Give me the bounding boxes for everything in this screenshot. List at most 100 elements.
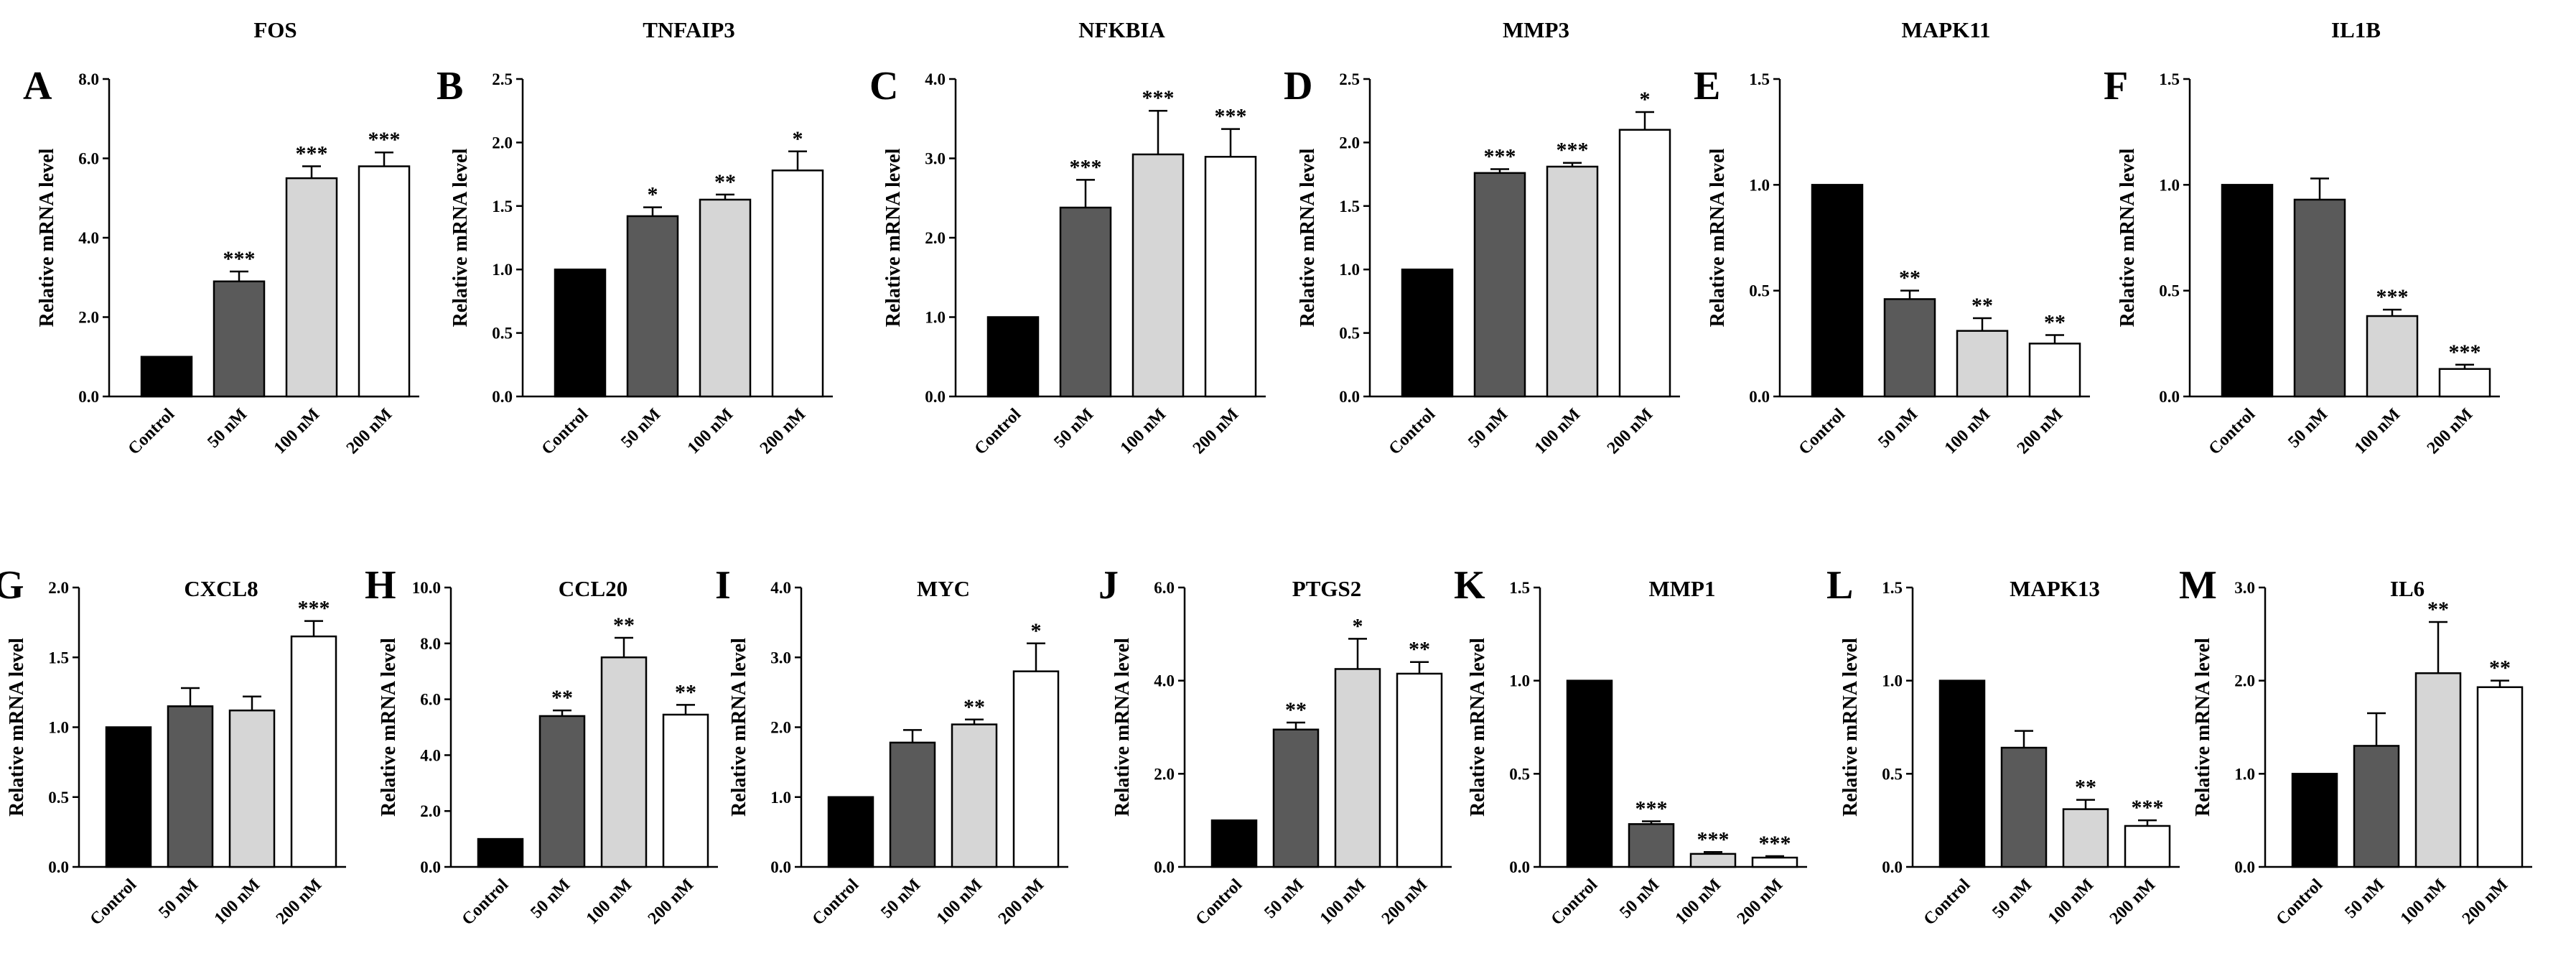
x-tick-label: 200 nM [1190, 405, 1243, 458]
panel-a-fos: A FOS 0.0 2.0 4.0 6.0 8.0 Relative mRNA level Co… [23, 17, 419, 459]
y-tick-label: 1.5 [492, 198, 513, 215]
y-tick-label: 0.5 [2159, 282, 2180, 300]
y-tick-label: 0.0 [48, 858, 69, 876]
panel-l-mapk13: L MAPK13 0.0 0.5 1.0 1.5 Relative mRNA level Co… [1826, 563, 2180, 929]
x-tick-label: Control [1548, 876, 1602, 929]
x-tick-label: 200 nM [343, 405, 396, 458]
y-tick-label: 4.0 [1154, 672, 1175, 690]
significance-marker: ** [714, 170, 736, 194]
panel-title: NFKBIA [1078, 17, 1165, 42]
x-tick-label: 50 nM [617, 405, 664, 452]
bar-50-nm [1059, 206, 1112, 398]
significance-marker: *** [296, 142, 328, 166]
x-tick-label: Control [459, 876, 513, 929]
x-tick-label: 100 nM [1672, 876, 1725, 929]
y-tick-label: 2.5 [492, 70, 513, 88]
panel-title: CCL20 [559, 576, 627, 601]
significance-marker: *** [223, 247, 256, 271]
panel-letter: A [23, 64, 52, 108]
significance-marker: * [793, 127, 803, 151]
panel-j-ptgs2: J PTGS2 0.0 2.0 4.0 6.0 Relative mRNA level Con… [1098, 563, 1452, 929]
panel-d-mmp3: D MMP3 0.0 0.5 1.0 1.5 2.0 2.5 Relative mRNA lev… [1284, 17, 1680, 459]
significance-marker: *** [2132, 796, 2164, 820]
significance-marker: ** [2075, 776, 2096, 799]
panel-h-ccl20: H CCL20 0.0 2.0 4.0 6.0 8.0 10.0 Relative mRNA l… [365, 563, 718, 929]
bar-200-nm [290, 635, 337, 868]
bar-200-nm [771, 170, 824, 398]
panel-title: MMP3 [1503, 17, 1569, 42]
y-axis-label: Relative mRNA level [1111, 638, 1134, 817]
y-tick-label: 10.0 [412, 579, 441, 597]
panel-title: MAPK13 [2010, 576, 2100, 601]
panel-e-mapk11: E MAPK11 0.0 0.5 1.0 1.5 Relative mRNA level Co… [1694, 17, 2090, 459]
x-tick-label: 200 nM [2014, 405, 2067, 458]
significance-marker: ** [2044, 311, 2066, 335]
x-tick-label: 200 nM [1378, 876, 1432, 929]
y-tick-label: 0.0 [1339, 388, 1360, 406]
y-tick-label: 1.5 [1749, 70, 1770, 88]
bar-control [2291, 773, 2338, 868]
x-tick-label: 100 nM [2045, 876, 2098, 929]
panel-letter: M [2179, 563, 2217, 608]
x-tick-label: 50 nM [1989, 876, 2035, 922]
x-tick-label: 100 nM [1531, 405, 1585, 458]
x-tick-label: Control [87, 876, 141, 929]
x-tick-label: Control [1796, 405, 1849, 459]
y-tick-label: 1.0 [492, 261, 513, 279]
significance-marker: *** [1759, 832, 1791, 855]
significance-marker: *** [1697, 827, 1730, 851]
x-tick-label: 50 nM [2285, 405, 2331, 452]
x-tick-label: 50 nM [1261, 876, 1307, 922]
x-tick-label: 100 nM [271, 405, 324, 458]
y-tick-label: 8.0 [420, 635, 441, 653]
x-tick-label: 50 nM [1050, 405, 1097, 452]
bar-control [827, 796, 874, 868]
panel-title: IL6 [2390, 576, 2425, 601]
panel-title: MAPK11 [1902, 17, 1991, 42]
significance-marker: *** [368, 128, 401, 152]
y-tick-label: 4.0 [770, 579, 791, 597]
y-tick-label: 2.0 [48, 579, 69, 597]
x-tick-label: Control [1921, 876, 1974, 929]
bar-200-nm [1012, 670, 1060, 868]
significance-marker: ** [551, 686, 573, 710]
bar-100-nm [2414, 672, 2462, 868]
y-tick-label: 0.5 [48, 789, 69, 807]
bar-100-nm [1334, 668, 1381, 868]
y-axis-label: Relative mRNA level [2192, 638, 2214, 817]
bar-100-nm [1956, 330, 2009, 398]
y-tick-label: 6.0 [1154, 579, 1175, 597]
y-tick-label: 3.0 [925, 150, 946, 168]
x-tick-label: Control [1386, 405, 1439, 459]
x-tick-label: 50 nM [1465, 405, 1511, 452]
x-tick-label: 100 nM [1941, 405, 1994, 458]
y-axis-label: Relative mRNA level [1467, 638, 1489, 817]
bar-200-nm [662, 713, 709, 868]
panel-b-tnfaip3: B TNFAIP3 0.0 0.5 1.0 1.5 2.0 2.5 Relative mRNA … [437, 17, 833, 459]
y-axis-label: Relative mRNA level [378, 638, 400, 817]
significance-marker: *** [1484, 145, 1516, 169]
y-tick-label: 1.0 [1749, 176, 1770, 194]
panel-letter: E [1694, 64, 1720, 108]
bar-200-nm [2438, 368, 2491, 398]
panel-title: IL1B [2331, 17, 2381, 42]
y-tick-label: 1.0 [1882, 672, 1903, 690]
y-tick-label: 1.5 [48, 649, 69, 667]
x-tick-label: Control [538, 405, 592, 459]
bar-200-nm [1618, 129, 1671, 398]
y-tick-label: 2.0 [1339, 134, 1360, 152]
panel-letter: C [869, 64, 898, 108]
bar-100-nm [285, 177, 338, 398]
panel-title: TNFAIP3 [643, 17, 735, 42]
bar-50-nm [2293, 198, 2346, 398]
significance-marker: *** [1635, 797, 1668, 820]
bar-50-nm [1272, 728, 1320, 868]
bar-control [986, 316, 1040, 398]
x-tick-label: 50 nM [877, 876, 924, 922]
y-tick-label: 0.0 [78, 388, 99, 406]
y-tick-label: 0.5 [1749, 282, 1770, 300]
y-axis-label: Relative mRNA level [1297, 148, 1319, 327]
x-tick-label: 200 nM [273, 876, 326, 929]
bar-200-nm [2028, 343, 2081, 398]
